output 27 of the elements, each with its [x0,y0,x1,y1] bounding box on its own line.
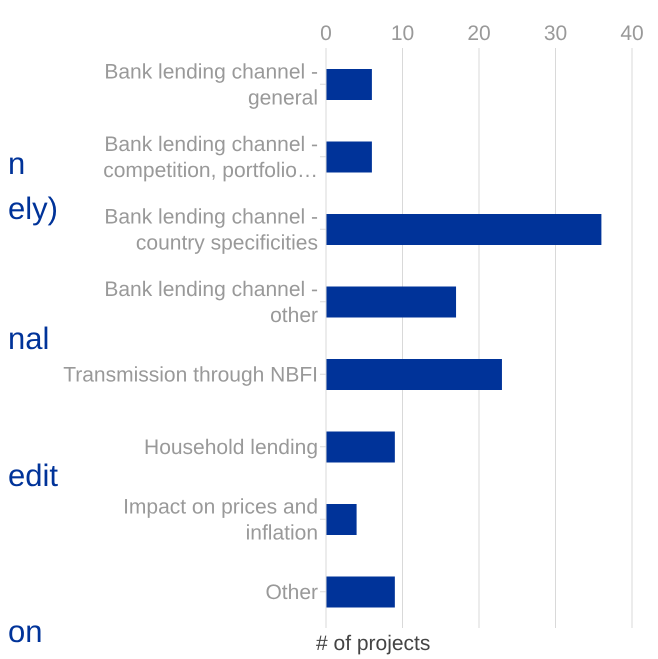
y-tick-label: Transmission through NBFI [63,362,318,386]
bar [326,504,357,535]
y-tick-label: Other [265,580,318,604]
bar [326,576,395,608]
y-tick-label: Bank lending channel - general [104,60,318,109]
text: edit [8,458,58,494]
x-tick-label: 40 [620,22,644,45]
x-axis-title: # of projects [316,632,430,656]
x-tick-label: 30 [544,22,568,45]
x-tick-label: 20 [467,22,491,45]
x-tick-label: 0 [320,22,332,45]
bar [326,286,456,318]
y-tick-label: Bank lending channel - other [104,277,318,326]
text: ely) [8,191,58,227]
bar [326,214,602,245]
bar [326,359,502,390]
y-tick-label: Impact on prices and inflation [123,494,318,544]
y-tick-label: Household lending [144,435,318,458]
text: nal [8,321,50,357]
bar [326,142,372,172]
bar [326,432,395,462]
bar [326,69,372,100]
x-tick-label: 10 [390,22,414,45]
text: on [8,614,42,650]
y-tick-label: Bank lending channel - country specificities [104,204,318,254]
y-tick-label: Bank lending channel - competition, portfolio… [103,132,318,182]
text: n [8,146,26,182]
